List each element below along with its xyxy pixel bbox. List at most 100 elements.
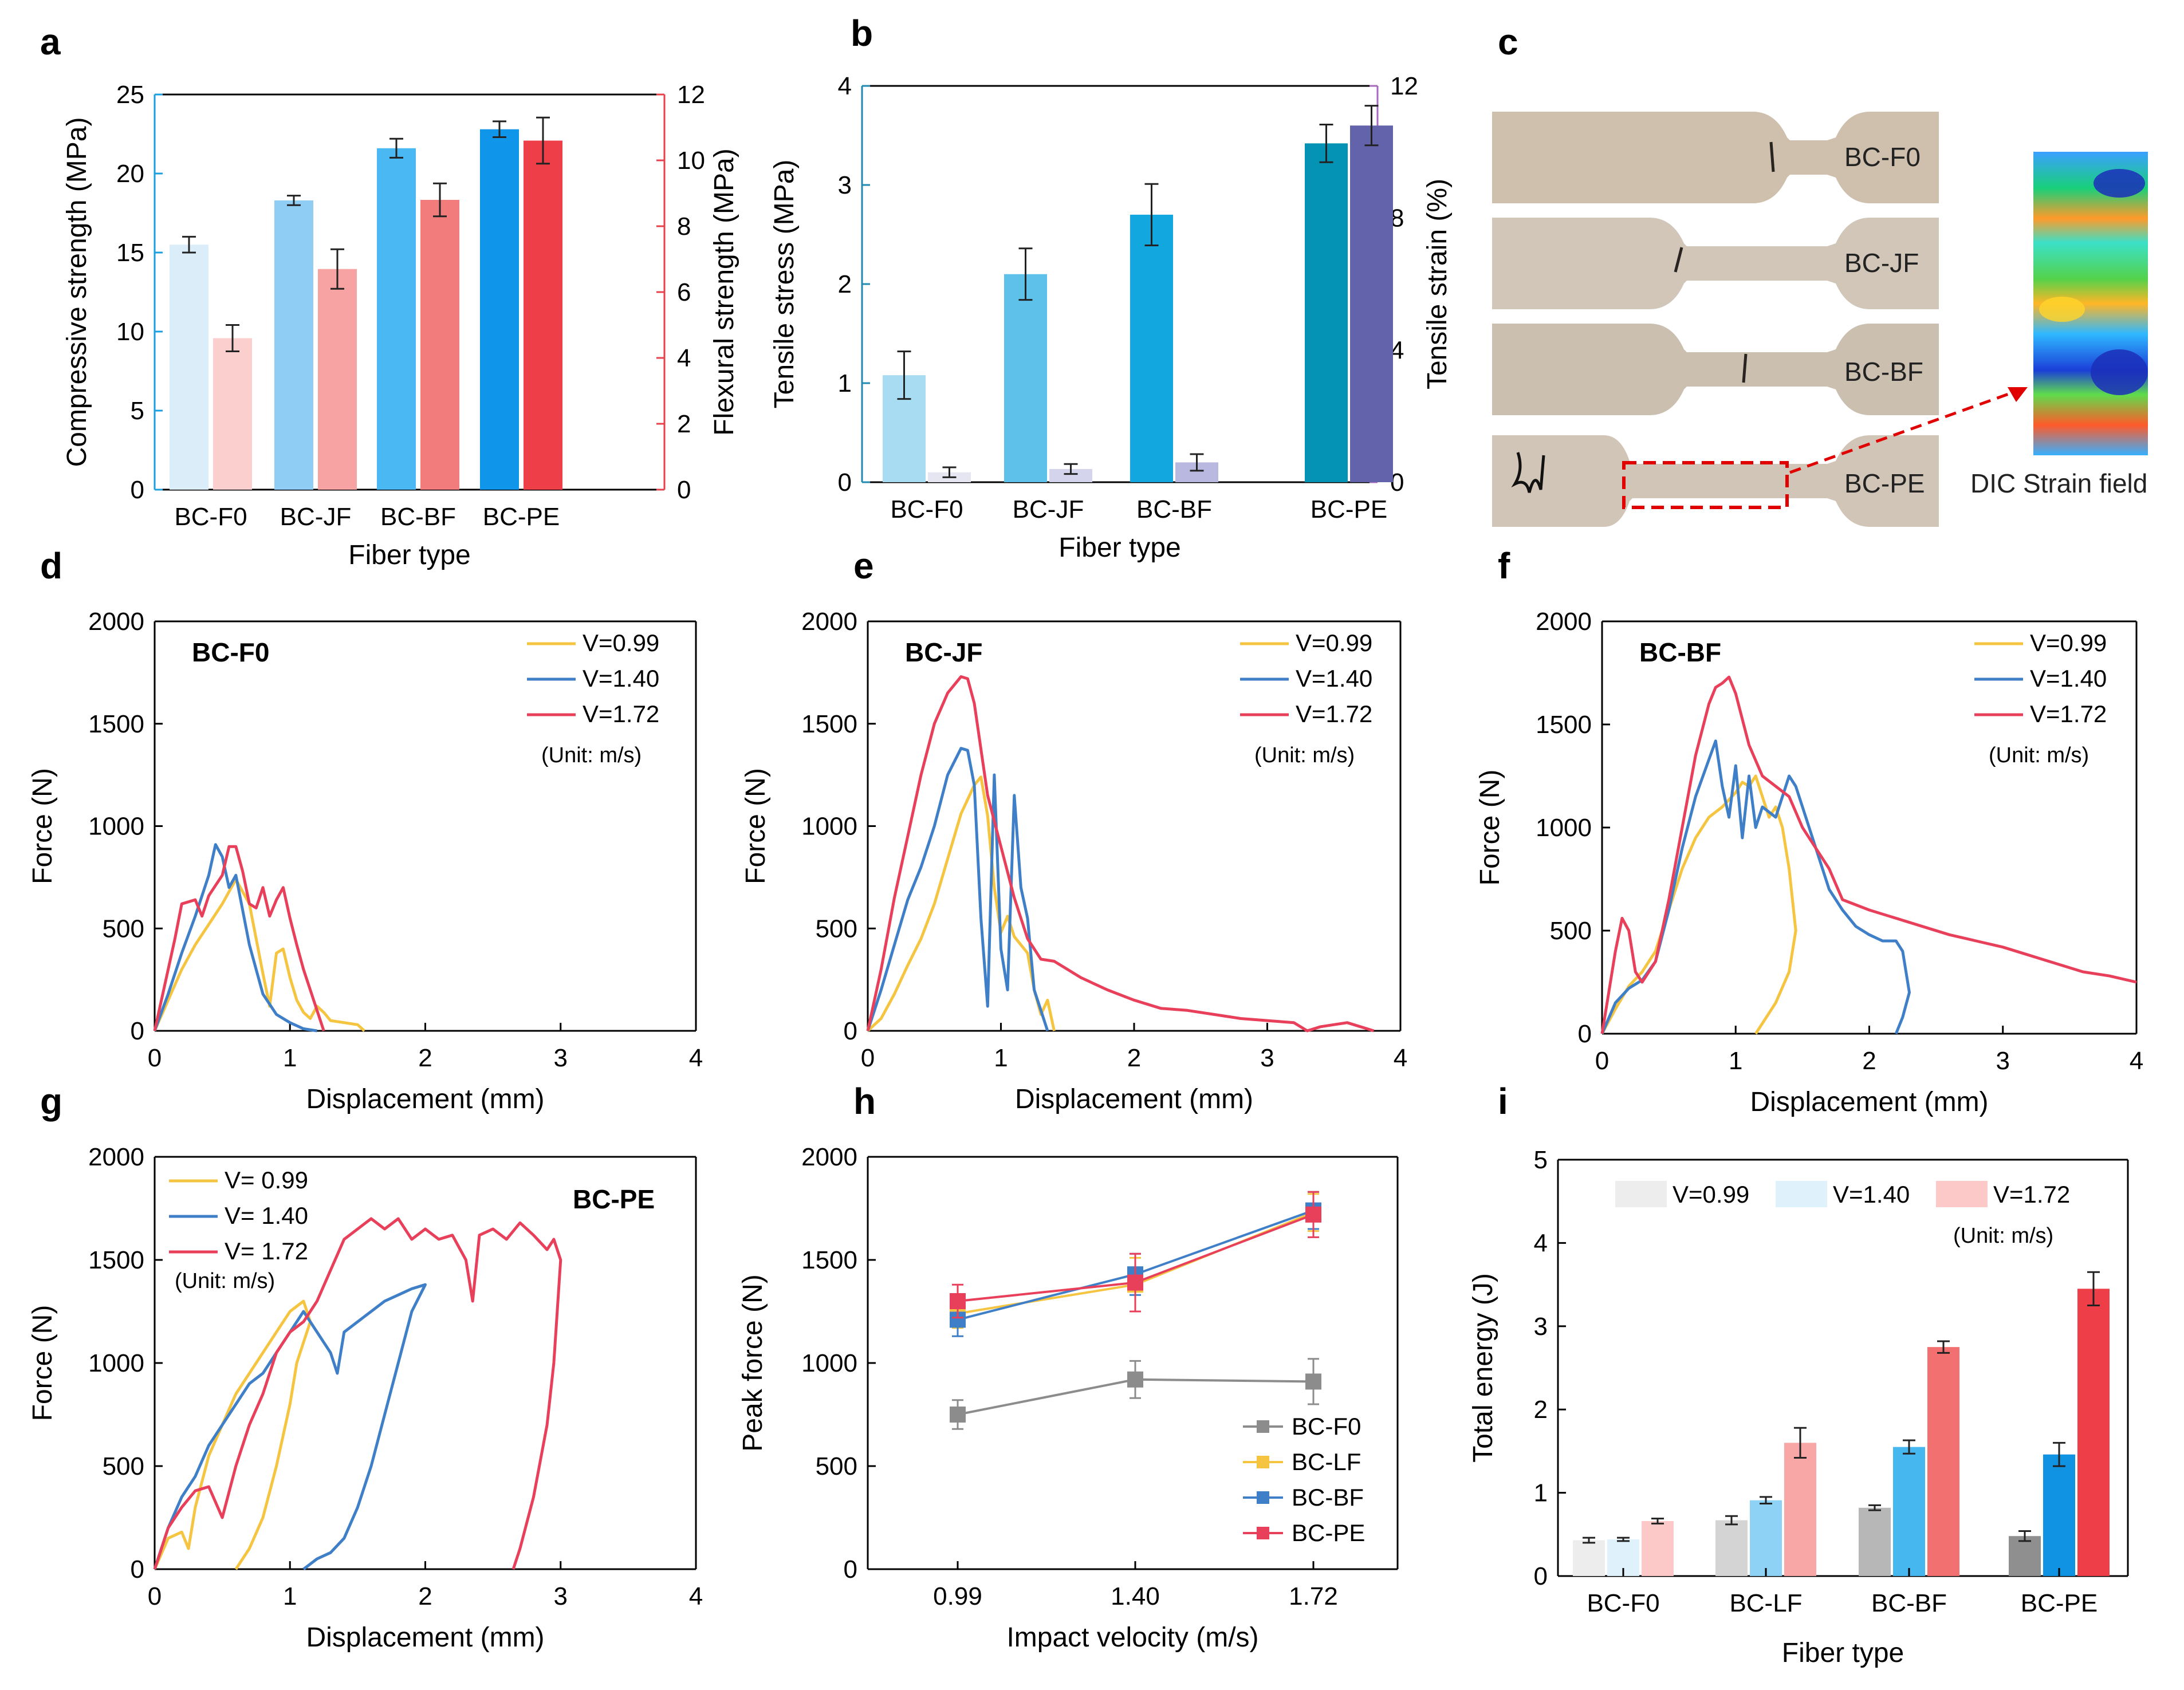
y-tick-label: 1 (838, 369, 852, 397)
specimen-bc-jf: BC-JF (1492, 218, 1939, 309)
x-axis-label: Displacement (mm) (306, 1084, 544, 1114)
bar (1004, 274, 1047, 482)
y-tick-label: 1500 (88, 1246, 144, 1274)
x-tick-label: BC-F0 (890, 495, 963, 523)
specimen-bc-bf: BC-BF (1492, 324, 1939, 415)
legend-marker (1257, 1527, 1269, 1539)
panel-h-chart: h 0 500 1000 1500 2000 Peak force (N) Impact ve… (738, 1081, 1399, 1653)
legend-label: V= 1.40 (225, 1202, 308, 1229)
y2-tick-label: 2 (677, 410, 691, 438)
y-tick-label: 2000 (1536, 608, 1592, 636)
bar (2077, 1289, 2110, 1576)
panel-label: b (851, 13, 873, 54)
y-tick-label: 20 (116, 160, 144, 188)
x-axis-label: Fiber type (1782, 1638, 1904, 1668)
y-tick-label: 4 (1534, 1229, 1548, 1257)
bar (480, 129, 519, 490)
legend-label: V=1.40 (1833, 1181, 1910, 1208)
y2-axis-label: Tensile strain (%) (1422, 179, 1453, 389)
panel-label: a (40, 21, 61, 62)
panel-label-c: c (1498, 21, 1518, 62)
series-line (866, 675, 1375, 1033)
series-line (866, 747, 1049, 1031)
data-point (1127, 1274, 1143, 1291)
legend-label: V=1.72 (583, 700, 659, 727)
legend-label: V=1.40 (1296, 665, 1372, 692)
bar (1859, 1507, 1891, 1576)
y-tick-label: 1000 (1536, 814, 1592, 842)
y-tick-label: 500 (816, 915, 857, 943)
x-tick-label: 0 (148, 1582, 162, 1610)
series-line (153, 843, 317, 1033)
legend-label: BC-LF (1292, 1448, 1361, 1475)
y2-tick-label: 12 (1390, 72, 1418, 100)
x-tick-label: 1 (1729, 1047, 1742, 1075)
x-tick-label: 0 (861, 1044, 875, 1072)
x-tick-label: BC-BF (380, 503, 456, 531)
bar (318, 269, 357, 490)
x-tick-label: BC-JF (280, 503, 352, 531)
bar (1350, 125, 1393, 482)
x-tick-label: BC-PE (1311, 495, 1387, 523)
series-line (153, 1283, 427, 1570)
specimen-label: BC-PE (1844, 468, 1925, 498)
legend-label: BC-BF (1292, 1484, 1364, 1511)
y2-tick-label: 0 (677, 476, 691, 504)
y-axis-label: Force (N) (741, 768, 771, 884)
legend-label: BC-F0 (1292, 1413, 1361, 1440)
y-tick-label: 500 (103, 1452, 144, 1480)
sample-name: BC-PE (573, 1184, 655, 1214)
y-tick-label: 0 (131, 476, 144, 504)
crack-line (1769, 141, 1775, 172)
y-axis-label: Force (N) (27, 1305, 58, 1421)
series-line (1600, 739, 1911, 1034)
x-tick-label: 2 (1862, 1047, 1876, 1075)
bar (1893, 1447, 1925, 1576)
y2-tick-label: 6 (677, 278, 691, 306)
bar (524, 140, 562, 490)
x-axis-label: Fiber type (348, 540, 470, 570)
legend-unit: (Unit: m/s) (1989, 743, 2089, 767)
legend-marker (1257, 1456, 1269, 1468)
crack-line (1742, 353, 1748, 383)
x-tick-label: BC-F0 (174, 503, 247, 531)
x-tick-label: 4 (689, 1582, 703, 1610)
y2-tick-label: 10 (677, 147, 705, 175)
bar (2043, 1454, 2075, 1576)
legend-swatch (1615, 1181, 1667, 1207)
panel-label: i (1498, 1081, 1508, 1122)
x-tick-label: 2 (418, 1044, 432, 1072)
panel-label: h (853, 1081, 876, 1122)
y-axis-label: Force (N) (1475, 770, 1505, 886)
y-tick-label: 2000 (88, 608, 144, 636)
dic-label: DIC Strain field (1970, 468, 2147, 498)
x-tick-label: 1 (283, 1582, 297, 1610)
y-axis-label: Tensile stress (MPa) (769, 160, 800, 409)
bar (2009, 1536, 2041, 1576)
y2-axis-label: Flexural strength (MPa) (709, 148, 739, 436)
y-tick-label: 500 (1550, 917, 1592, 945)
legend-label: V=1.40 (583, 665, 659, 692)
y-tick-label: 1000 (88, 813, 144, 841)
y-tick-label: 1500 (801, 710, 857, 738)
panel-label: d (40, 545, 62, 586)
y-tick-label: 1500 (88, 710, 144, 738)
x-tick-label: BC-PE (483, 503, 560, 531)
y-axis-label: Total energy (J) (1468, 1273, 1498, 1463)
y-tick-label: 1000 (88, 1349, 144, 1377)
x-tick-label: 0.99 (933, 1582, 982, 1610)
x-tick-label: 1 (283, 1044, 297, 1072)
y-tick-label: 0 (838, 468, 852, 497)
y-tick-label: 500 (816, 1452, 857, 1480)
y-tick-label: 2 (838, 270, 852, 298)
legend-marker (1257, 1491, 1269, 1504)
bar (1927, 1347, 1959, 1576)
y-tick-label: 2000 (801, 1143, 857, 1171)
bar (1305, 143, 1348, 483)
y-tick-label: 0 (844, 1555, 857, 1583)
series-line (153, 1299, 312, 1570)
data-point (1305, 1373, 1321, 1390)
bar (1784, 1443, 1816, 1576)
